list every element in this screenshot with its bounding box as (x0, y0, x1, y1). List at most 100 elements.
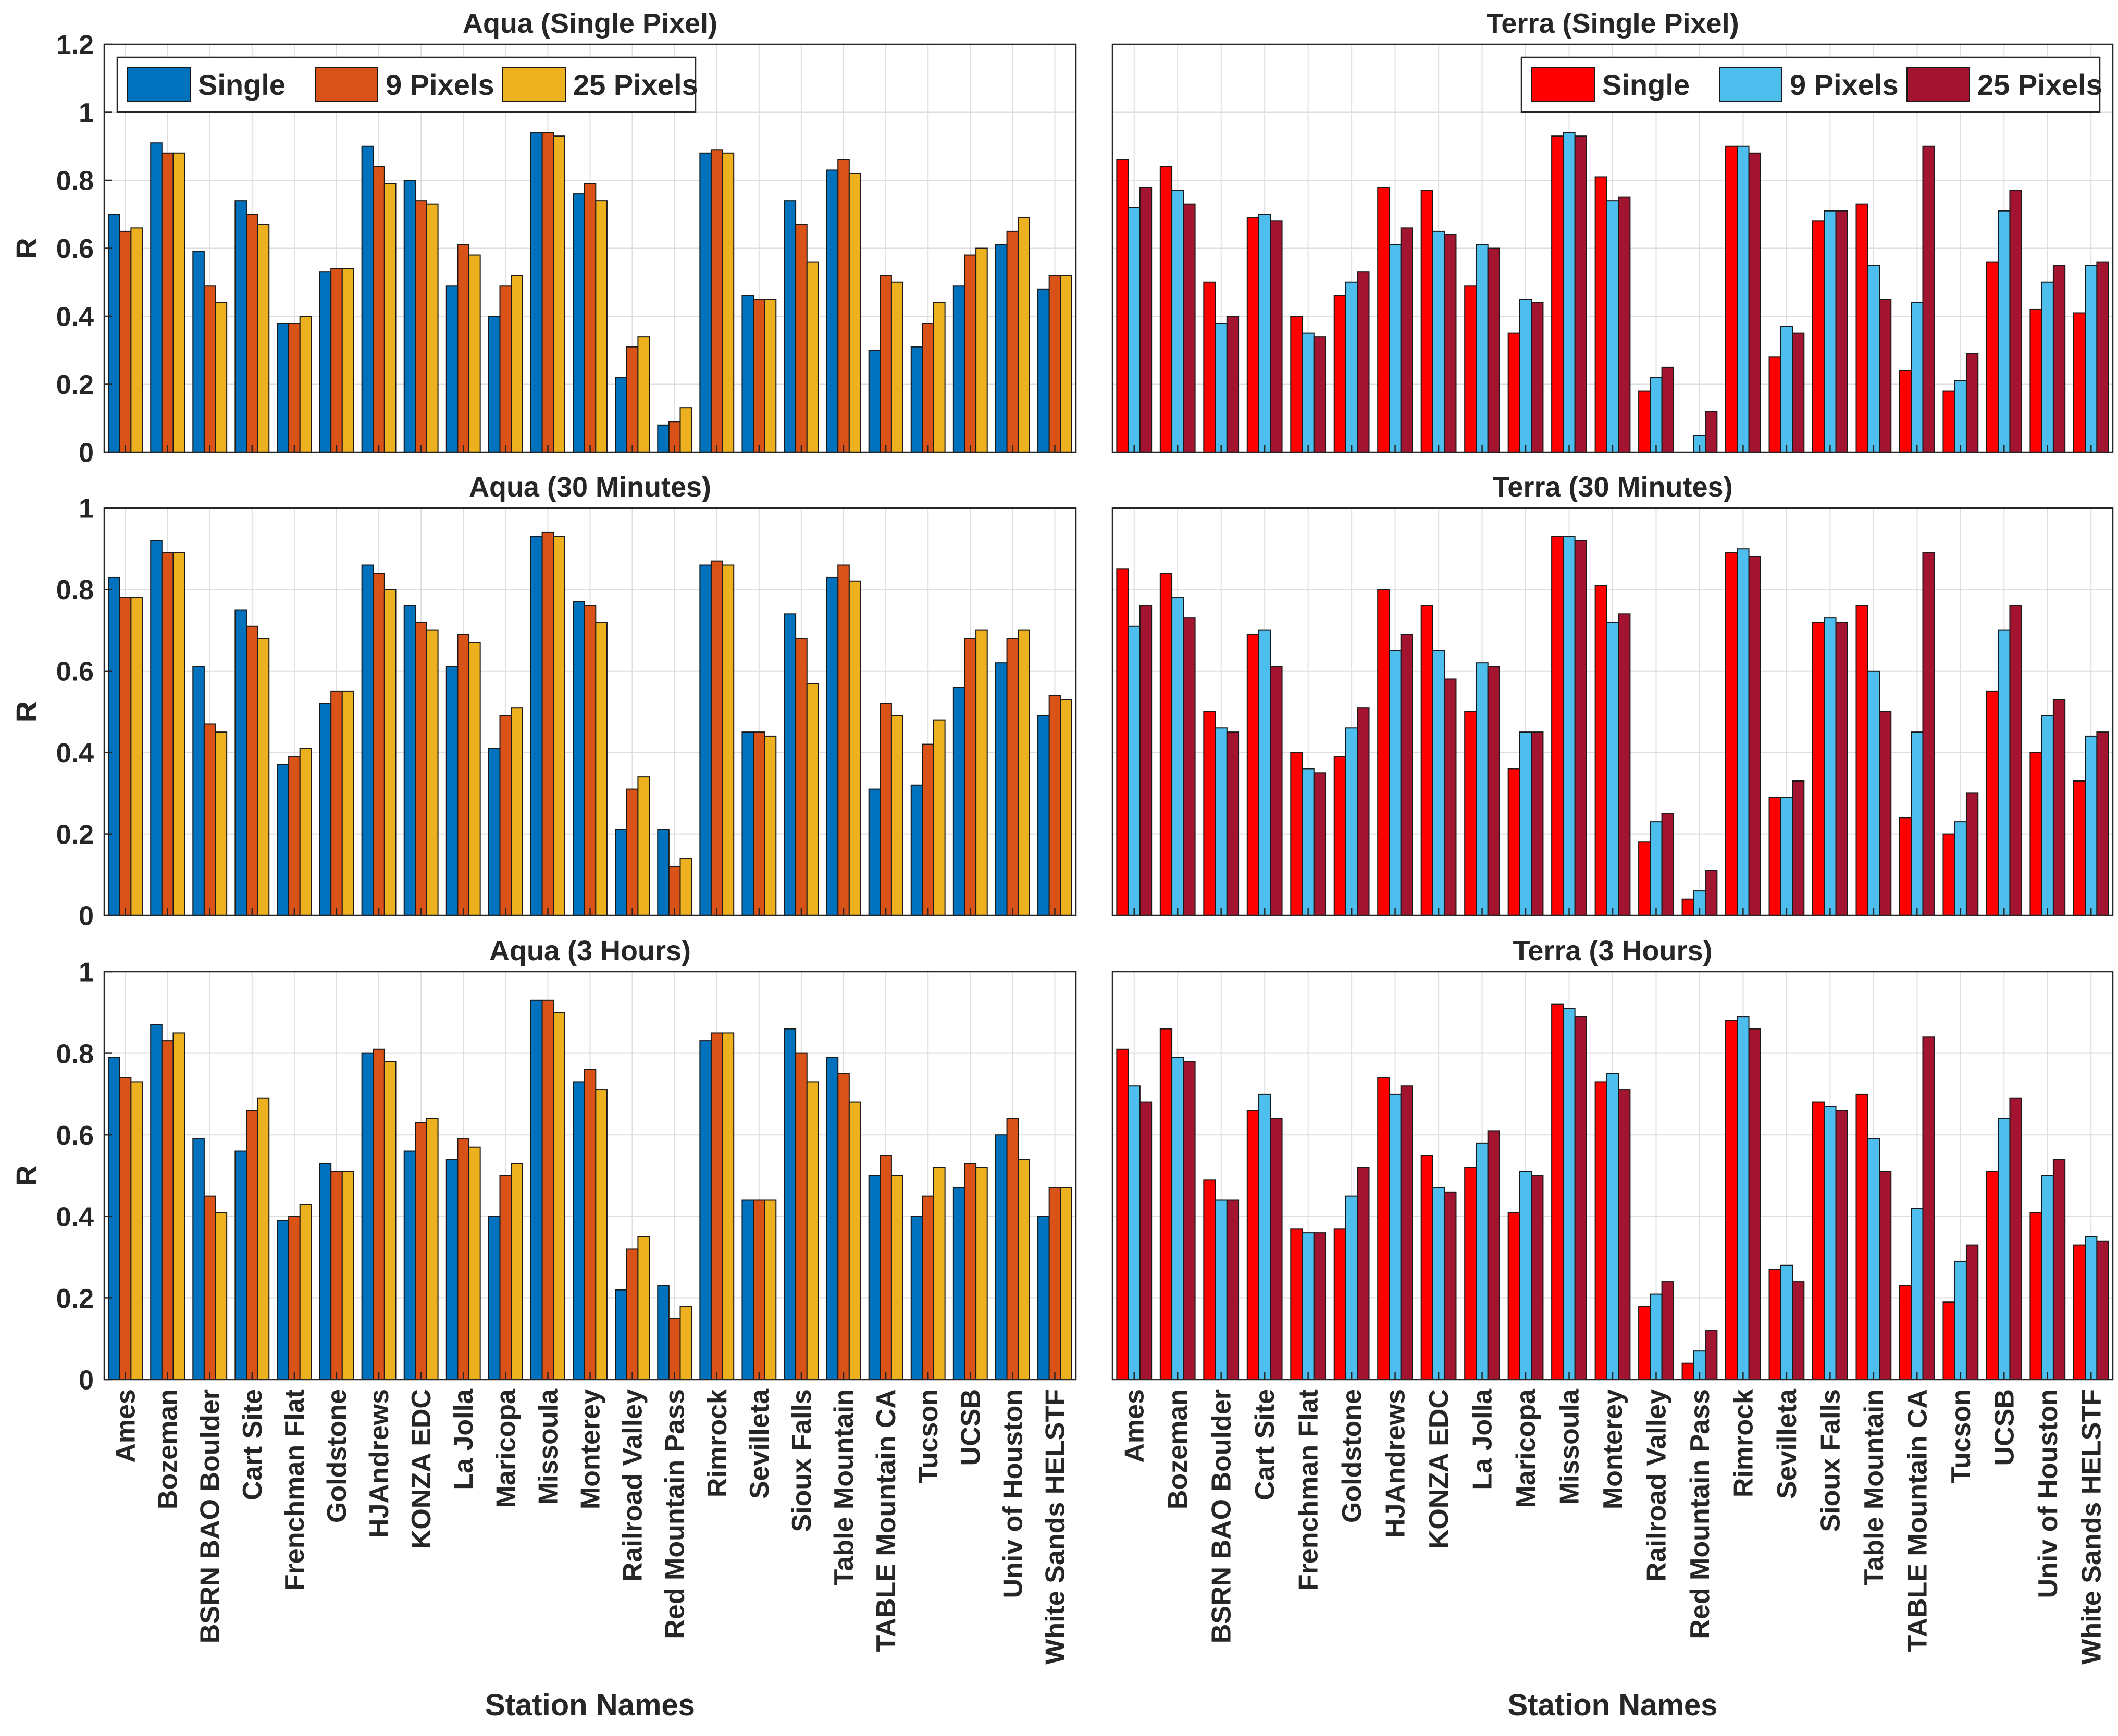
bar-single (361, 145, 374, 453)
bar-9-pixels (1867, 1138, 1880, 1381)
bar-single (1986, 261, 1999, 453)
bar-25-pixels (1574, 540, 1587, 916)
bar-single (826, 1057, 839, 1381)
x-tick-label: Goldstone (1337, 1389, 1367, 1523)
y-tick-label: 0 (79, 438, 94, 468)
bar-single (1942, 390, 1955, 453)
bar-single (1942, 1301, 1955, 1380)
x-tick-label: Table Mountain (829, 1389, 859, 1585)
x-tick-label: Cart Site (238, 1389, 268, 1501)
bar-25-pixels (1748, 1028, 1761, 1380)
bar-single (657, 424, 670, 453)
bar-9-pixels (1563, 1008, 1576, 1380)
bar-9-pixels (1345, 281, 1358, 453)
y-axis-label: R (10, 701, 43, 722)
bar-single (1203, 1179, 1216, 1381)
bar-single (2073, 312, 2086, 453)
bar-single (319, 271, 332, 453)
bar-25-pixels (1661, 366, 1674, 453)
bar-25-pixels (1313, 336, 1327, 453)
bar-25-pixels (1357, 707, 1370, 916)
bar-25-pixels (2052, 699, 2066, 916)
bar-25-pixels (1487, 666, 1500, 916)
bar-single (2029, 752, 2042, 916)
bar-9-pixels (1650, 377, 1663, 453)
bar-9-pixels (1432, 230, 1445, 453)
bar-9-pixels (837, 1073, 850, 1380)
panel-title: Terra (3 Hours) (1513, 935, 1712, 966)
bar-9-pixels (1911, 731, 1924, 916)
bar-single (1159, 573, 1173, 916)
bar-25-pixels (1357, 271, 1370, 453)
bar-9-pixels (330, 690, 343, 916)
bar-single (573, 193, 585, 453)
bar-single (1812, 220, 1825, 453)
bar-25-pixels (468, 254, 481, 453)
bar-9-pixels (1911, 302, 1924, 453)
bar-single (1594, 176, 1607, 453)
bar-single (234, 1150, 247, 1381)
bar-25-pixels (511, 275, 523, 453)
bar-single (1768, 356, 1781, 453)
bar-single (1203, 281, 1216, 453)
y-tick-label: 0.6 (56, 657, 94, 687)
bar-25-pixels (806, 1081, 819, 1380)
bar-single (2029, 308, 2042, 453)
bar-25-pixels (933, 719, 946, 916)
legend-label: 25 Pixels (573, 68, 698, 101)
bar-single (1159, 166, 1173, 453)
bar-9-pixels (1171, 190, 1184, 453)
x-tick-label: Cart Site (1250, 1389, 1280, 1501)
bar-single (1638, 390, 1651, 453)
x-tick-label: White Sands HELSTF (2076, 1389, 2107, 1665)
bar-single (741, 1199, 754, 1380)
bar-9-pixels (1345, 727, 1358, 916)
bar-single (868, 1175, 881, 1380)
bar-9-pixels (922, 743, 935, 916)
bar-25-pixels (383, 183, 397, 453)
bar-9-pixels (1606, 200, 1619, 453)
bar-25-pixels (130, 1081, 143, 1380)
chart-panel-1: 0 0.2 0.4 0.6 0.8 1 1.2 Aqua (Single Pixel) R Sin… (10, 8, 1077, 468)
x-tick-label: Univ of Houston (998, 1389, 1028, 1598)
bar-25-pixels (1531, 731, 1544, 916)
bar-25-pixels (2052, 265, 2066, 453)
bar-single (741, 731, 754, 916)
x-tick-label: KONZA EDC (406, 1389, 437, 1549)
panel-title: Aqua (3 Hours) (489, 935, 691, 966)
chart-panel-2: Terra (Single Pixel) Single 9 Pixels 25 Pix… (1111, 8, 2114, 453)
y-axis-label: R (10, 238, 43, 258)
x-tick-label: Tucson (1946, 1389, 1976, 1483)
x-tick-label: Table Mountain (1859, 1389, 1889, 1585)
bar-single (1116, 1048, 1129, 1380)
bar-9-pixels (1824, 210, 1837, 453)
legend-swatch (1531, 67, 1595, 102)
bar-9-pixels (373, 1048, 385, 1380)
legend-box (116, 56, 697, 113)
bar-9-pixels (1128, 1085, 1141, 1380)
bar-single (1899, 817, 1912, 916)
bar-single (1116, 159, 1129, 453)
chart-panel-6: Terra (3 Hours) Ames Bozeman BSRN BAO Bould… (1111, 935, 2114, 1722)
bar-25-pixels (553, 1012, 565, 1381)
bar-25-pixels (1879, 299, 1892, 453)
bar-25-pixels (511, 1163, 523, 1380)
bar-single (1855, 203, 1868, 453)
bar-single (1377, 1077, 1390, 1381)
bar-single (995, 244, 1008, 453)
x-tick-label: TABLE Mountain CA (871, 1389, 901, 1652)
y-tick-label: 1.2 (56, 30, 94, 60)
bar-9-pixels (1954, 1260, 1967, 1380)
bar-single (1551, 135, 1564, 453)
y-tick-label: 0.4 (56, 302, 94, 332)
bar-25-pixels (2096, 261, 2109, 453)
bar-25-pixels (975, 247, 988, 453)
bar-9-pixels (1258, 1093, 1271, 1380)
bar-9-pixels (1215, 323, 1228, 453)
bar-25-pixels (215, 302, 228, 453)
bar-9-pixels (710, 560, 723, 916)
bar-single (1638, 1306, 1651, 1381)
legend-box (1520, 56, 2101, 113)
bar-25-pixels (1357, 1167, 1370, 1381)
